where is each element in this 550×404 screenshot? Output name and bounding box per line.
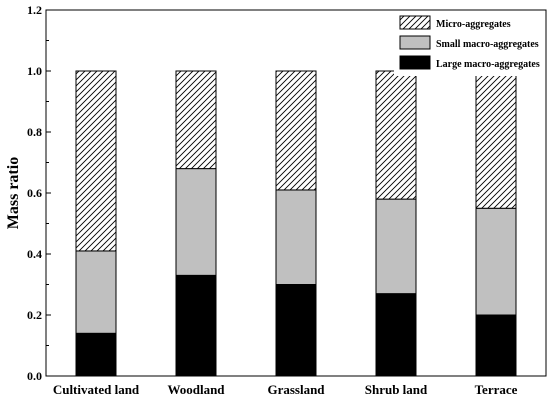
bar-cultivated-land-micro-aggregates: [75, 70, 117, 252]
bar-terrace-micro-aggregates: [475, 70, 517, 209]
y-tick-label: 0.2: [27, 308, 42, 322]
legend-label-large-macro-aggregates: Large macro-aggregates: [436, 59, 540, 70]
y-tick-label: 0.6: [27, 186, 42, 200]
y-tick-label: 0.8: [27, 125, 42, 139]
y-axis-label: Mass ratio: [5, 157, 22, 229]
y-tick-label: 1.2: [27, 3, 42, 17]
bar-woodland-micro-aggregates: [175, 70, 217, 170]
bar-woodland-large-macro-aggregates: [175, 274, 217, 377]
bar-terrace-large-macro-aggregates: [475, 314, 517, 377]
x-tick-label-cultivated-land: Cultivated land: [53, 382, 140, 397]
legend-swatch-small-macro-aggregates: [399, 35, 431, 50]
legend-label-micro-aggregates: Micro-aggregates: [436, 19, 511, 30]
x-tick-label-shrub-land: Shrub land: [365, 382, 428, 397]
x-tick-label-grassland: Grassland: [267, 382, 325, 397]
y-tick-label: 0.0: [27, 369, 42, 383]
bar-grassland-micro-aggregates: [275, 70, 317, 191]
y-tick-label: 0.4: [27, 247, 42, 261]
bar-terrace-small-macro-aggregates: [475, 207, 517, 316]
bar-shrub-land-large-macro-aggregates: [375, 293, 417, 377]
legend-label-small-macro-aggregates: Small macro-aggregates: [436, 39, 539, 50]
bar-grassland-large-macro-aggregates: [275, 284, 317, 377]
x-tick-label-terrace: Terrace: [475, 382, 518, 397]
legend-swatch-micro-aggregates: [399, 15, 431, 30]
y-tick-label: 1.0: [27, 64, 42, 78]
bar-shrub-land-micro-aggregates: [375, 70, 417, 200]
bar-grassland-small-macro-aggregates: [275, 189, 317, 285]
bar-woodland-small-macro-aggregates: [175, 168, 217, 276]
bar-shrub-land-small-macro-aggregates: [375, 198, 417, 295]
x-tick-label-woodland: Woodland: [167, 382, 225, 397]
bar-cultivated-land-small-macro-aggregates: [75, 250, 117, 334]
bar-cultivated-land-large-macro-aggregates: [75, 332, 117, 377]
legend-swatch-large-macro-aggregates: [399, 55, 431, 70]
